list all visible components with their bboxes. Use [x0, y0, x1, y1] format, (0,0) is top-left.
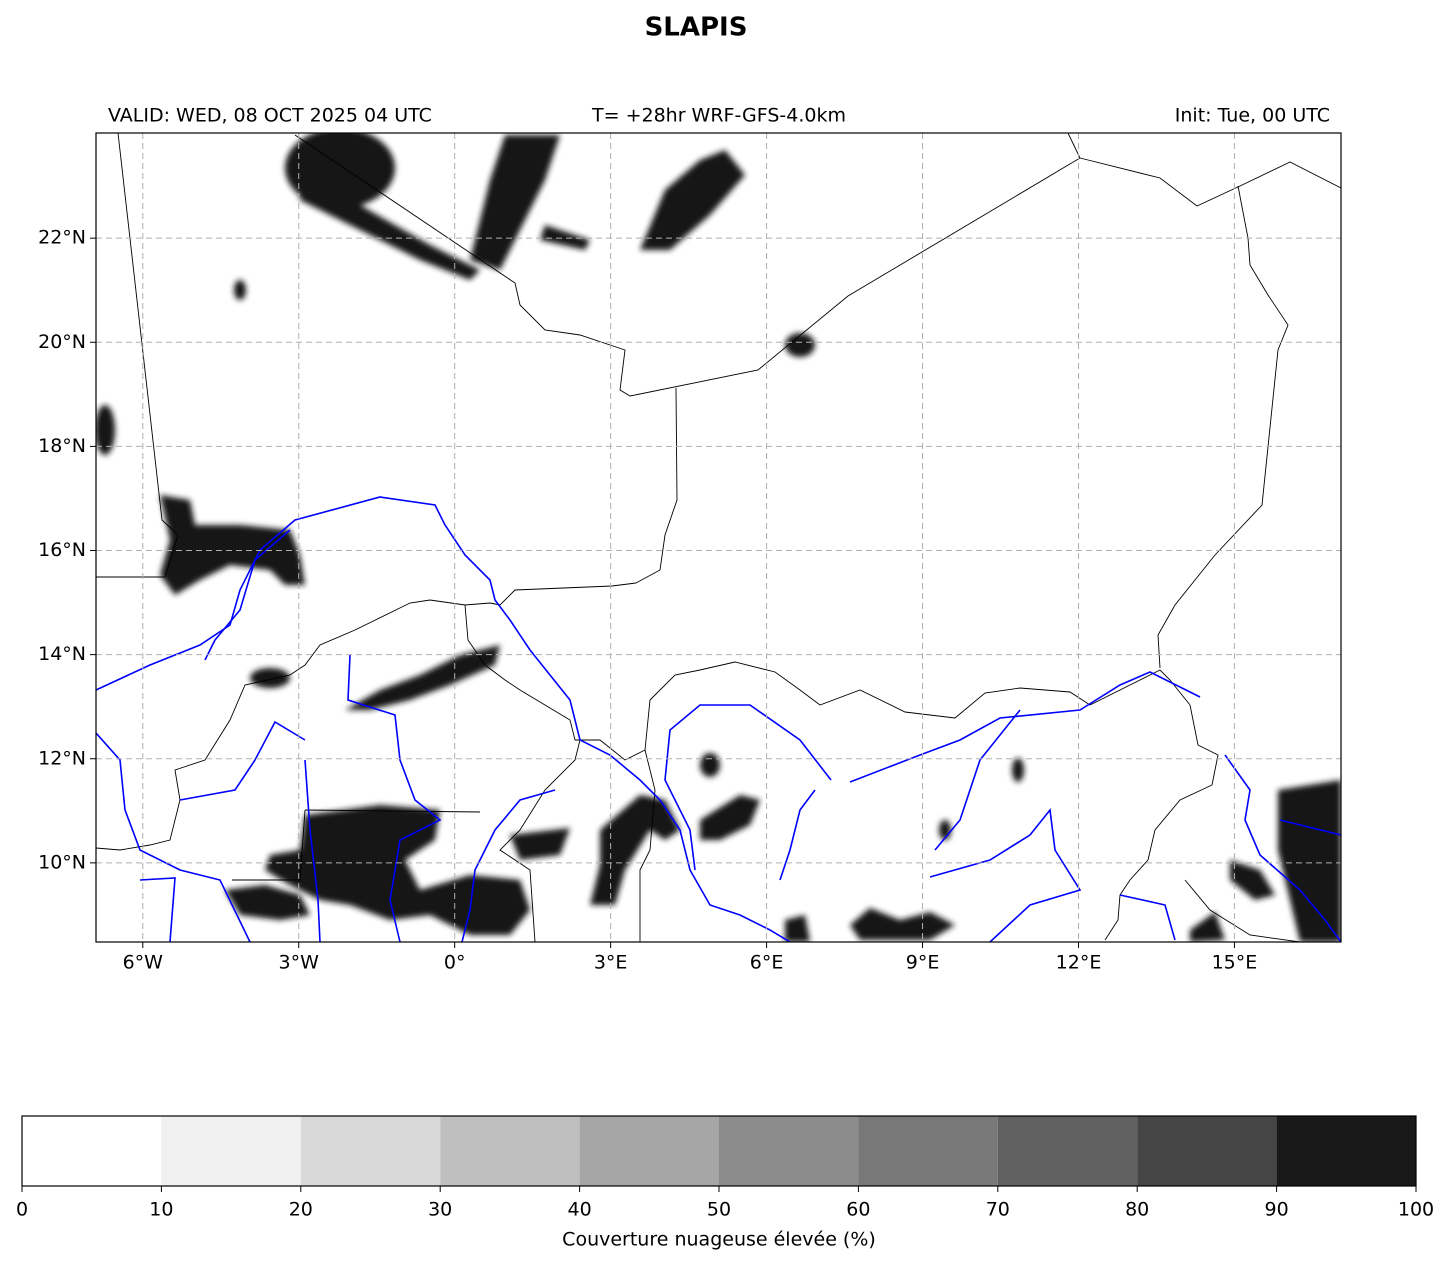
country-borders — [96, 133, 1341, 942]
y-tick-label: 14°N — [38, 643, 86, 665]
colorbar-swatch — [719, 1116, 859, 1186]
map-frame — [95, 132, 1342, 943]
cloud-cover — [96, 133, 1341, 942]
map-layer — [96, 133, 1341, 942]
colorbar-swatch — [997, 1116, 1138, 1186]
x-tick-label: 0° — [444, 952, 466, 974]
y-tick-label: 22°N — [38, 227, 86, 249]
colorbar-label: Couverture nuageuse élevée (%) — [562, 1229, 876, 1251]
run-info: T= +28hr WRF-GFS-4.0km — [591, 105, 846, 127]
colorbar-swatch — [440, 1116, 580, 1186]
x-tick-label: 3°W — [279, 952, 320, 974]
y-tick-label: 12°N — [38, 747, 86, 769]
colorbar-tick-label: 70 — [986, 1199, 1010, 1221]
y-tick-label: 10°N — [38, 851, 86, 873]
colorbar-tick-label: 50 — [707, 1199, 731, 1221]
x-tick-label: 9°E — [906, 952, 940, 974]
colorbar-swatch — [1137, 1116, 1277, 1186]
colorbar-tick-label: 20 — [289, 1199, 313, 1221]
y-tick-label: 20°N — [38, 331, 86, 353]
colorbar-tick-label: 10 — [149, 1199, 173, 1221]
x-tick-label: 3°E — [594, 952, 628, 974]
colorbar-tick-label: 0 — [16, 1199, 28, 1221]
x-tick-label: 12°E — [1056, 952, 1102, 974]
colorbar-tick-label: 90 — [1265, 1199, 1289, 1221]
colorbar-swatch — [858, 1116, 998, 1186]
x-tick-label: 15°E — [1212, 952, 1258, 974]
y-tick-label: 18°N — [38, 435, 86, 457]
init-time: Init: Tue, 00 UTC — [1175, 105, 1330, 127]
colorbar-swatch — [22, 1116, 162, 1186]
colorbar-tick-label: 30 — [428, 1199, 452, 1221]
colorbar-tick-label: 60 — [846, 1199, 870, 1221]
colorbar-swatch — [161, 1116, 301, 1186]
x-tick-label: 6°W — [123, 952, 164, 974]
colorbar-swatch — [1276, 1116, 1416, 1186]
colorbar-swatch — [300, 1116, 441, 1186]
title: SLAPIS — [645, 13, 748, 43]
colorbar-tick-label: 100 — [1398, 1199, 1434, 1221]
x-tick-label: 6°E — [750, 952, 784, 974]
colorbar-swatch — [579, 1116, 719, 1186]
valid-time: VALID: WED, 08 OCT 2025 04 UTC — [108, 105, 432, 127]
y-tick-label: 16°N — [38, 539, 86, 561]
colorbar-tick-label: 80 — [1125, 1199, 1149, 1221]
colorbar-tick-label: 40 — [568, 1199, 592, 1221]
